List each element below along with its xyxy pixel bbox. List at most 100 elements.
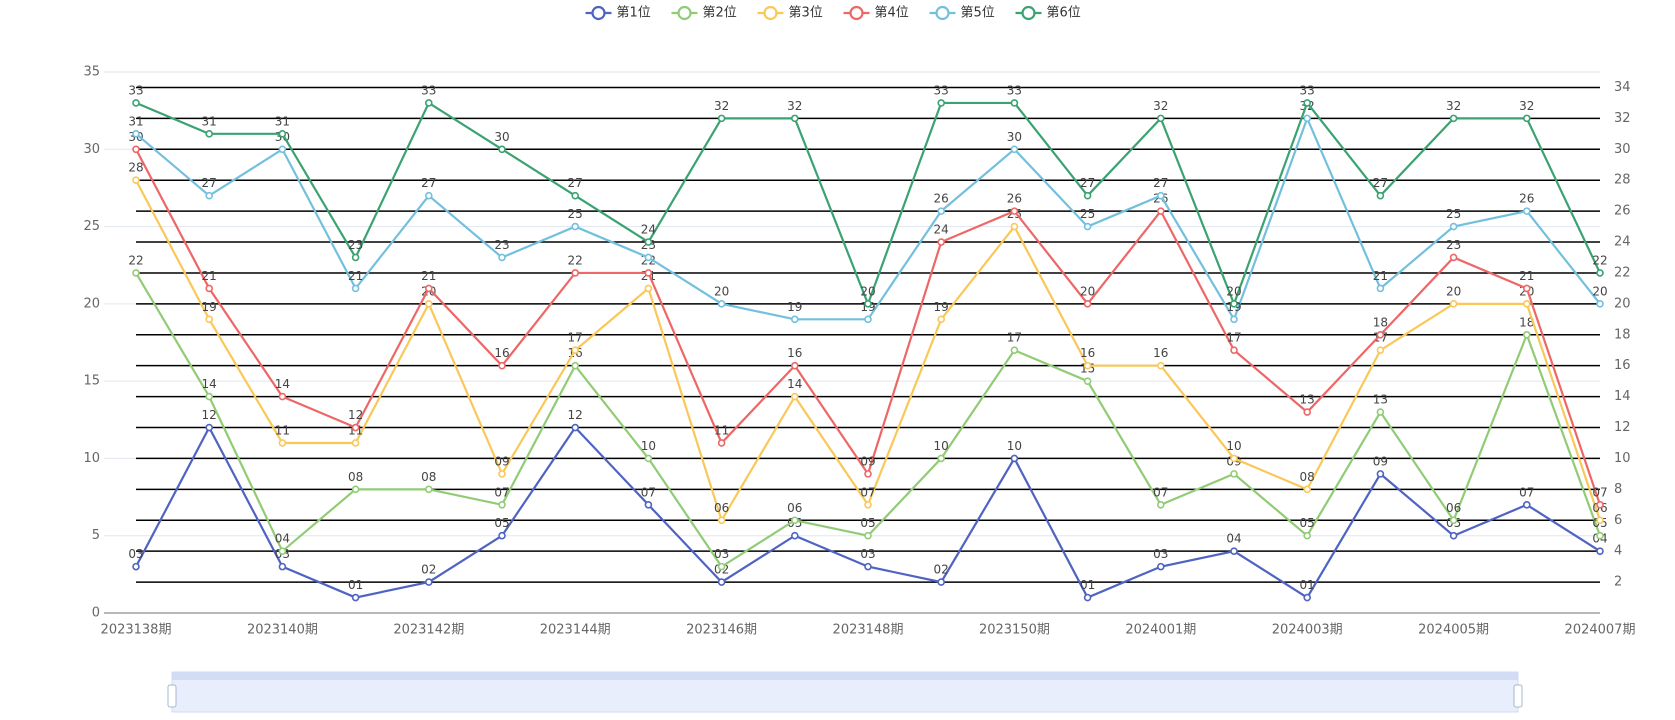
legend-item[interactable]: 第5位 [929,6,995,21]
y2-tick-label: 12 [1614,420,1631,435]
y2-tick-label: 14 [1614,389,1631,404]
data-label: 22 [1592,253,1607,267]
data-label: 08 [421,470,436,484]
data-point [1449,516,1458,525]
data-point [864,500,872,509]
data-point [1376,470,1385,478]
data-point [1596,516,1604,525]
data-label: 23 [1446,238,1461,252]
data-point [1083,593,1092,602]
data-point [1303,408,1311,416]
x-tick-label: 2023142期 [393,623,464,638]
data-point [351,485,360,494]
data-point [132,130,140,138]
data-label: 25 [1080,207,1095,221]
data-point [498,531,506,540]
legend-label: 第2位 [703,6,737,21]
y2-tick-label: 2 [1614,575,1622,590]
data-label: 07 [641,485,656,499]
data-point [424,191,433,200]
data-label: 07 [1153,485,1168,499]
data-point [1596,500,1604,509]
data-label: 30 [1007,130,1022,144]
data-label: 26 [934,192,949,206]
data-label: 27 [202,176,217,190]
data-label: 33 [1007,83,1022,97]
data-label: 19 [202,300,217,314]
x-tick-label: 2023138期 [101,623,172,638]
zoom-handle[interactable] [1513,684,1523,708]
data-point [1083,191,1092,200]
data-label: 12 [568,408,583,422]
data-label: 04 [1226,532,1241,546]
data-point [937,454,946,463]
data-label: 07 [494,485,509,499]
data-label: 20 [860,284,875,298]
data-point [1083,222,1092,231]
data-label: 22 [568,253,583,267]
x-tick-label: 2024007期 [1565,623,1636,638]
data-label: 20 [1446,284,1461,298]
legend-icon [677,5,692,21]
data-point [132,269,140,277]
data-point [132,176,140,184]
data-label: 01 [1080,578,1095,592]
legend-item[interactable]: 第4位 [843,5,909,21]
data-point [571,423,580,432]
data-label: 17 [568,331,583,345]
zoom-handle[interactable] [167,684,177,708]
data-label: 03 [714,547,729,561]
y-tick-label: 25 [83,219,100,234]
data-label: 03 [1153,547,1168,561]
data-point [1083,300,1092,308]
data-point [1523,300,1531,308]
data-label: 12 [348,408,363,422]
legend-item[interactable]: 第2位 [671,5,737,21]
data-point [1449,222,1458,231]
legend-label: 第1位 [617,6,651,21]
y2-tick-label: 28 [1614,173,1631,188]
data-point [937,238,946,246]
data-label: 22 [128,253,143,267]
data-point [498,145,506,154]
data-point [644,238,653,246]
y-tick-label: 30 [83,142,100,157]
legend-label: 第5位 [961,6,995,21]
data-label: 13 [1373,393,1388,407]
data-point [351,253,360,262]
data-label: 33 [128,83,143,97]
data-point [790,531,799,540]
data-label: 16 [1080,346,1095,360]
data-label: 24 [934,223,949,237]
data-point [1523,114,1531,123]
data-point [205,284,213,293]
data-label: 27 [568,176,583,190]
data-point [571,269,580,277]
data-point [1523,330,1531,339]
x-tick-label: 2023150期 [979,623,1050,638]
legend-item[interactable]: 第6位 [1015,6,1081,21]
data-label: 30 [494,130,509,144]
data-label: 28 [128,161,143,175]
data-point [1010,99,1019,107]
y-tick-label: 20 [83,296,100,311]
legend-item[interactable]: 第1位 [585,6,651,21]
data-point [644,269,653,277]
data-point [864,531,872,540]
data-label: 21 [348,269,363,283]
data-label: 26 [1519,192,1534,206]
data-point [1376,191,1385,200]
data-point [790,392,799,401]
data-label: 27 [1153,176,1168,190]
data-label: 27 [421,176,436,190]
legend-icon [849,5,864,21]
x-tick-label: 2023140期 [247,623,318,638]
data-label: 19 [787,300,802,314]
data-point [937,315,946,324]
data-point [498,253,506,262]
data-label: 17 [1007,331,1022,345]
x-tick-label: 2024001期 [1125,623,1196,638]
y2-tick-label: 24 [1614,235,1631,250]
legend-item[interactable]: 第3位 [757,6,823,21]
data-label: 07 [860,485,875,499]
